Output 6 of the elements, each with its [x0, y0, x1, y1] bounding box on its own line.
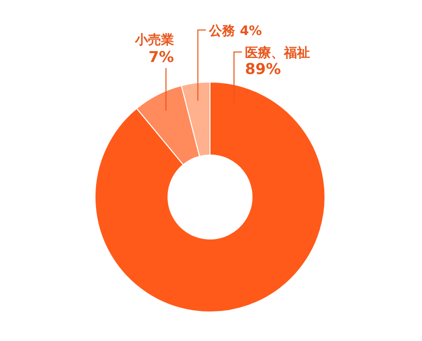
data-label: 89%: [245, 60, 281, 78]
slice-label: 小売業: [134, 33, 174, 48]
slice-label: 公務: [208, 24, 236, 39]
slice-label: 医療、福祉: [245, 45, 310, 61]
data-label: 7%: [148, 48, 174, 66]
data-label: 4%: [240, 24, 262, 39]
